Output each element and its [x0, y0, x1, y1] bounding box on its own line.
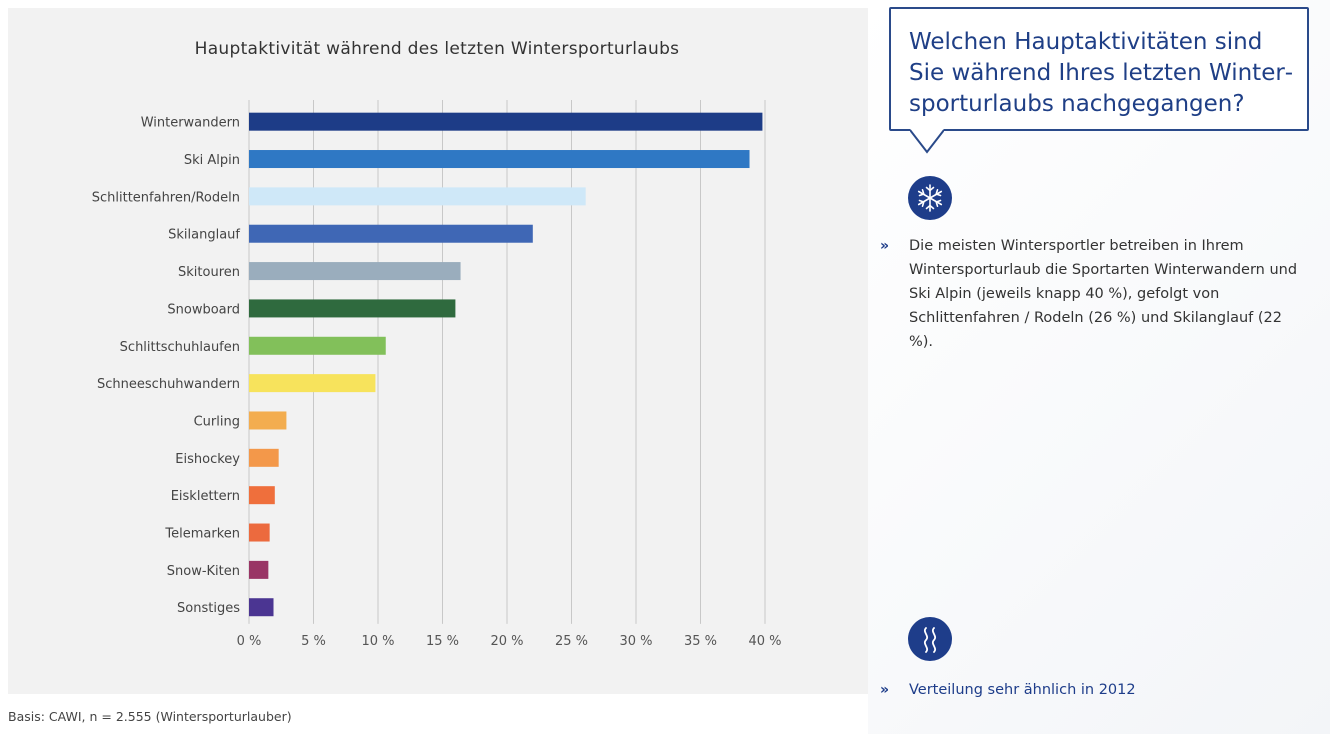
category-label: Schlittschuhlaufen [120, 340, 240, 355]
category-label: Telemarken [164, 527, 240, 542]
bar [249, 523, 270, 542]
bullet-marker: » [880, 238, 890, 254]
category-label: Eisklettern [171, 489, 240, 504]
bar [249, 374, 376, 393]
bar [249, 187, 586, 206]
bullet-summary: » Die meisten Wintersportler betreiben i… [880, 234, 1300, 354]
bar [249, 560, 269, 579]
speech-pointer [910, 129, 944, 154]
chart-panel: Hauptaktivität während des letzten Winte… [8, 8, 868, 694]
question-box: Welchen Hauptaktivitäten sind Sie währen… [889, 7, 1309, 131]
bar [249, 411, 287, 430]
x-tick-label: 15 % [426, 634, 459, 649]
x-tick-label: 25 % [555, 634, 588, 649]
x-tick-label: 35 % [684, 634, 717, 649]
category-label: Winterwandern [141, 116, 240, 131]
x-tick-label: 10 % [361, 634, 394, 649]
x-tick-label: 40 % [748, 634, 781, 649]
footnote: Basis: CAWI, n = 2.555 (Wintersporturlau… [8, 709, 292, 724]
bar-chart: Hauptaktivität während des letzten Winte… [92, 39, 782, 649]
x-tick-label: 0 % [237, 634, 262, 649]
category-label: Snowboard [167, 302, 240, 317]
bullet-summary-text: Die meisten Wintersportler betreiben in … [909, 238, 1298, 350]
category-label: Eishockey [175, 452, 240, 467]
x-axis-ticks: 0 % 5 % 10 % 15 % 20 % 25 % 30 % 35 % 40 % [237, 634, 782, 649]
bullet-comparison: » Verteilung sehr ähnlich in 2012 [880, 678, 1300, 702]
category-label: Sonstiges [177, 601, 240, 616]
snowflake-icon [908, 176, 952, 220]
gridlines [248, 100, 766, 624]
category-label: Schlittenfahren/Rodeln [92, 190, 240, 205]
bar [249, 299, 456, 318]
bar [249, 448, 279, 467]
category-label: Skilanglauf [168, 228, 240, 243]
category-label: Schneeschuhwandern [97, 377, 240, 392]
category-label: Ski Alpin [184, 153, 240, 168]
bar [249, 486, 275, 505]
bullet-comparison-text: Verteilung sehr ähnlich in 2012 [909, 682, 1136, 698]
bars [249, 112, 763, 617]
chart-title: Hauptaktivität während des letzten Winte… [195, 39, 680, 59]
category-label: Skitouren [178, 265, 240, 280]
waves-icon [908, 617, 952, 661]
question-text: Welchen Hauptaktivitäten sind Sie währen… [909, 29, 1294, 117]
bar [249, 262, 461, 281]
x-tick-label: 30 % [619, 634, 652, 649]
category-label: Curling [194, 414, 240, 429]
bullet-marker: » [880, 682, 890, 698]
bar [249, 150, 750, 169]
category-label: Snow-Kiten [167, 564, 240, 579]
category-labels: Winterwandern Ski Alpin Schlittenfahren/Ro… [92, 116, 241, 617]
bar [249, 336, 386, 355]
bar [249, 224, 533, 243]
x-tick-label: 5 % [301, 634, 326, 649]
x-tick-label: 20 % [490, 634, 523, 649]
bar [249, 598, 274, 617]
bar [249, 112, 763, 131]
